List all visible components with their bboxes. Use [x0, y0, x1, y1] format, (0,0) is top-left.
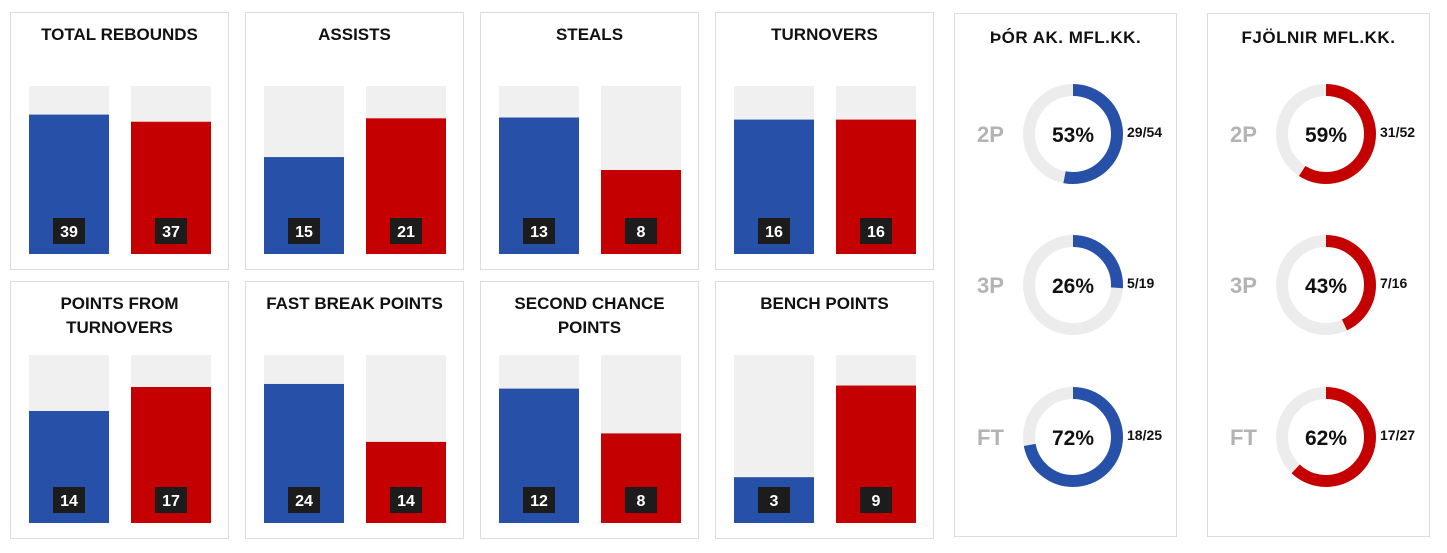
- ring-arc: [1276, 84, 1376, 184]
- panel-title: STEALS: [555, 25, 624, 44]
- made-attempted: 7/16: [1380, 275, 1408, 291]
- ring-arc: [1276, 387, 1376, 487]
- bar-chart: 12 8: [499, 355, 681, 523]
- team-name: FJÖLNIR MFL.KK.: [1241, 28, 1396, 47]
- value-label: 21: [397, 224, 415, 241]
- percentage-label: 53%: [1052, 124, 1094, 147]
- value-label: 16: [867, 224, 885, 241]
- percentage-label: 26%: [1052, 275, 1094, 298]
- value-label: 16: [765, 224, 783, 241]
- percentage-label: 43%: [1305, 275, 1347, 298]
- ring-arc: [1023, 235, 1123, 335]
- shooting-row-2p: 2P 53% 29/54: [955, 82, 1178, 192]
- panel-title: BENCH POINTS: [760, 294, 889, 313]
- stat-panel-second-chance-points: SECOND CHANCE POINTS 12 8: [480, 281, 699, 539]
- stat-panel-fast-break-points: FAST BREAK POINTS 24 14: [245, 281, 464, 539]
- percentage-ring: 26%: [1023, 235, 1123, 335]
- value-label: 13: [530, 224, 548, 241]
- value-badge: [523, 218, 555, 244]
- value-label: 8: [637, 493, 646, 510]
- value-badge: [53, 487, 85, 513]
- shot-type-label: 3P: [977, 273, 1004, 298]
- percentage-ring: 53%: [1023, 84, 1123, 184]
- value-badge: [390, 218, 422, 244]
- shot-type-label: 2P: [977, 122, 1004, 147]
- ring-arc: [1023, 84, 1123, 184]
- panel-title: TURNOVERS: [771, 25, 878, 44]
- stat-panel-turnovers: TURNOVERS 16 16: [715, 12, 934, 270]
- percentage-label: 72%: [1052, 427, 1094, 450]
- stat-panel-total-rebounds: TOTAL REBOUNDS 39 37: [10, 12, 229, 270]
- shooting-panel-away: FJÖLNIR MFL.KK. 2P 59% 31/52 3P 43% 7/16…: [1207, 13, 1430, 537]
- value-label: 39: [60, 224, 78, 241]
- shot-type-label: FT: [977, 425, 1004, 450]
- panel-title: FAST BREAK POINTS: [266, 294, 443, 313]
- value-badge: [53, 218, 85, 244]
- panel-title: SECOND CHANCE POINTS: [514, 294, 665, 337]
- value-label: 15: [295, 224, 313, 241]
- panel-title: POINTS FROM TURNOVERS: [60, 294, 179, 337]
- value-label: 9: [872, 493, 881, 510]
- made-attempted: 29/54: [1127, 124, 1163, 140]
- shooting-row-2p: 2P 59% 31/52: [1208, 82, 1431, 192]
- shooting-row-ft: FT 72% 18/25: [955, 385, 1178, 495]
- made-attempted: 31/52: [1380, 124, 1416, 140]
- percentage-ring: 72%: [1023, 387, 1123, 487]
- bar-chart: 39 37: [29, 86, 211, 255]
- value-label: 14: [397, 493, 415, 510]
- value-badge: [155, 218, 187, 244]
- value-badge: [288, 487, 320, 513]
- shot-type-label: 3P: [1230, 273, 1257, 298]
- value-badge: [625, 487, 657, 513]
- ring-arc: [1276, 235, 1376, 335]
- stat-panel-points-from-turnovers: POINTS FROM TURNOVERS 14 17: [10, 281, 229, 539]
- team-name: ÞÓR AK. MFL.KK.: [989, 28, 1142, 47]
- value-label: 37: [162, 224, 180, 241]
- value-label: 3: [770, 493, 779, 510]
- value-label: 17: [162, 493, 180, 510]
- panel-title: TOTAL REBOUNDS: [41, 25, 198, 44]
- made-attempted: 18/25: [1127, 427, 1163, 443]
- ring-arc: [1023, 387, 1123, 487]
- bar-chart: 13 8: [499, 86, 681, 254]
- value-badge: [860, 218, 892, 244]
- bar-chart: 15 21: [264, 86, 446, 254]
- shooting-row-3p: 3P 26% 5/19: [955, 233, 1178, 343]
- stat-panel-steals: STEALS 13 8: [480, 12, 699, 270]
- made-attempted: 5/19: [1127, 275, 1155, 291]
- value-badge: [523, 487, 555, 513]
- shooting-panel-home: ÞÓR AK. MFL.KK. 2P 53% 29/54 3P 26% 5/19…: [954, 13, 1177, 537]
- shooting-row-ft: FT 62% 17/27: [1208, 385, 1431, 495]
- bar-chart: 14 17: [29, 355, 211, 523]
- value-badge: [390, 487, 422, 513]
- percentage-ring: 62%: [1276, 387, 1376, 487]
- percentage-ring: 59%: [1276, 84, 1376, 184]
- shot-type-label: 2P: [1230, 122, 1257, 147]
- bar-chart: 24 14: [264, 355, 446, 523]
- value-label: 8: [637, 224, 646, 241]
- bar-chart: 16 16: [734, 86, 916, 254]
- value-badge: [155, 487, 187, 513]
- value-label: 14: [60, 493, 78, 510]
- value-badge: [860, 487, 892, 513]
- percentage-label: 62%: [1305, 427, 1347, 450]
- value-label: 24: [295, 493, 313, 510]
- shot-type-label: FT: [1230, 425, 1257, 450]
- stat-panel-assists: ASSISTS 15 21: [245, 12, 464, 270]
- shooting-row-3p: 3P 43% 7/16: [1208, 233, 1431, 343]
- percentage-label: 59%: [1305, 124, 1347, 147]
- percentage-ring: 43%: [1276, 235, 1376, 335]
- value-badge: [625, 218, 657, 244]
- value-badge: [288, 218, 320, 244]
- value-label: 12: [530, 493, 548, 510]
- made-attempted: 17/27: [1380, 427, 1416, 443]
- value-badge: [758, 218, 790, 244]
- value-badge: [758, 487, 790, 513]
- panel-title: ASSISTS: [318, 25, 391, 44]
